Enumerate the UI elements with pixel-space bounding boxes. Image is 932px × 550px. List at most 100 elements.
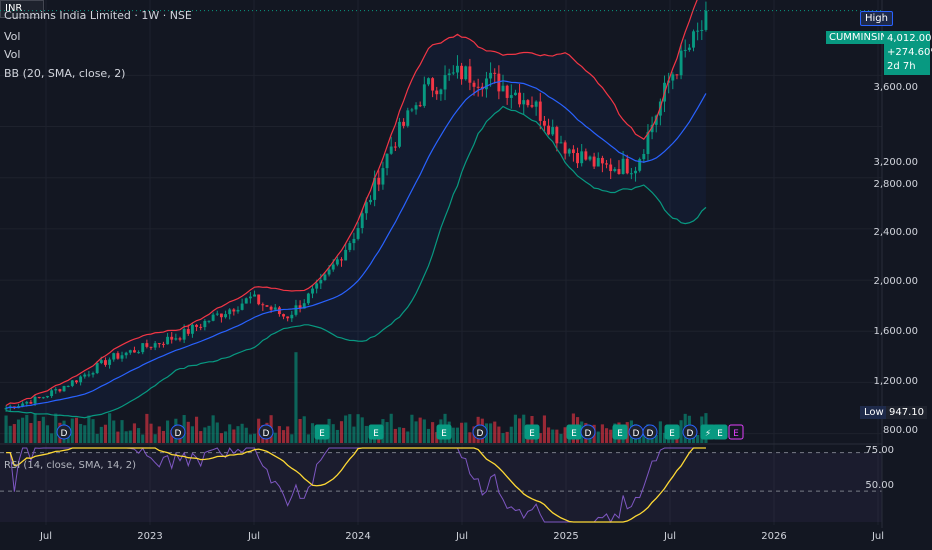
candle-body [137, 352, 141, 354]
price-change: +274.60% [887, 47, 932, 58]
volume-bar [79, 423, 83, 443]
event-marker[interactable]: E [612, 424, 628, 440]
candle-body [600, 157, 604, 164]
rsi-band [0, 452, 882, 522]
candle-body [83, 374, 87, 377]
volume-bar [8, 425, 12, 443]
event-marker[interactable]: D [682, 424, 698, 440]
time-tick: 2025 [553, 531, 579, 542]
candle-body [29, 401, 33, 404]
candle-body [547, 125, 551, 135]
volume-bar [286, 426, 290, 443]
time-tick: 2024 [345, 531, 371, 542]
candle-body [385, 153, 389, 169]
event-marker[interactable]: E [368, 424, 384, 440]
volume-bar [501, 433, 505, 443]
candle-body [182, 329, 186, 340]
volume-bar [16, 419, 21, 443]
volume-bar [302, 416, 306, 443]
price-tick: 3,600.00 [873, 82, 918, 93]
volume-bar [393, 428, 397, 443]
volume-bar [12, 424, 16, 443]
vol-legend-1[interactable]: Vol [4, 30, 21, 43]
volume-bar [335, 429, 339, 443]
svg-text:D: D [585, 429, 592, 439]
candle-body [447, 73, 451, 76]
event-marker[interactable]: E [566, 424, 582, 440]
event-marker[interactable]: D [472, 424, 488, 440]
candle-body [219, 313, 223, 318]
event-marker[interactable]: D [628, 424, 644, 440]
volume-bar [422, 419, 426, 443]
candle-body [145, 343, 149, 347]
volume-bar [654, 434, 658, 443]
candle-body [468, 66, 472, 83]
volume-bar [170, 429, 174, 443]
candle-body [335, 259, 339, 265]
volume-bar [240, 423, 244, 443]
event-marker[interactable]: E [314, 424, 330, 440]
volume-bar [505, 431, 509, 443]
event-marker[interactable]: ⚡ [700, 424, 716, 440]
volume-bar [70, 418, 74, 443]
candle-body [108, 359, 112, 365]
volume-bar [219, 433, 223, 443]
volume-bar [91, 419, 95, 443]
event-marker[interactable]: E [436, 424, 452, 440]
volume-bar [21, 417, 25, 443]
rsi-legend[interactable]: RSI (14, close, SMA, 14, 2) [4, 460, 137, 471]
svg-text:D: D [647, 429, 654, 439]
candle-body [99, 360, 103, 364]
volume-bar [4, 415, 8, 443]
svg-text:⚡: ⚡ [705, 429, 711, 439]
event-marker[interactable]: E [524, 424, 540, 440]
event-marker[interactable]: D [642, 424, 658, 440]
volume-bar [306, 434, 310, 443]
candle-body [37, 396, 41, 398]
candle-body [418, 105, 422, 107]
candle-body [489, 72, 493, 79]
event-marker[interactable]: E [664, 424, 680, 440]
candle-body [580, 151, 584, 164]
candle-body [112, 353, 116, 360]
candle-body [273, 307, 277, 310]
volume-bar [153, 434, 157, 443]
candle-body [21, 403, 25, 407]
currency-selector[interactable]: INR [0, 0, 44, 18]
candle-body [128, 350, 132, 353]
vol-legend-2[interactable]: Vol [4, 48, 21, 61]
candle-body [393, 146, 397, 148]
volume-bar [551, 429, 555, 443]
candle-body [124, 352, 128, 356]
event-marker[interactable]: E [728, 424, 744, 440]
volume-bar [389, 413, 393, 443]
candle-body [377, 177, 381, 185]
candle-body [559, 142, 563, 144]
event-marker[interactable]: D [258, 424, 274, 440]
candle-body [509, 95, 513, 98]
price-tick: 2,400.00 [873, 227, 918, 238]
event-marker[interactable]: D [170, 424, 186, 440]
candle-body [265, 305, 269, 307]
event-marker[interactable]: D [580, 424, 596, 440]
event-marker[interactable]: D [56, 424, 72, 440]
bb-legend[interactable]: BB (20, SMA, close, 2) [4, 67, 126, 80]
candle-body [91, 373, 95, 375]
candle-body [282, 314, 285, 317]
svg-text:E: E [441, 429, 447, 439]
bb-fill [6, 0, 706, 418]
volume-bar [223, 431, 228, 443]
high-button[interactable]: High [860, 11, 893, 26]
volume-bar [414, 421, 418, 443]
time-tick: 2023 [137, 531, 163, 542]
volume-bar [600, 424, 604, 443]
volume-bar [642, 434, 646, 443]
candle-body [696, 30, 700, 32]
chart-title-legend[interactable]: Cummins India Limited · 1W · NSE [4, 9, 192, 22]
volume-bar [120, 420, 124, 443]
candle-body [54, 389, 58, 391]
rsi-ma-line [6, 447, 706, 523]
volume-bar [149, 423, 153, 443]
volume-bar [294, 352, 298, 443]
